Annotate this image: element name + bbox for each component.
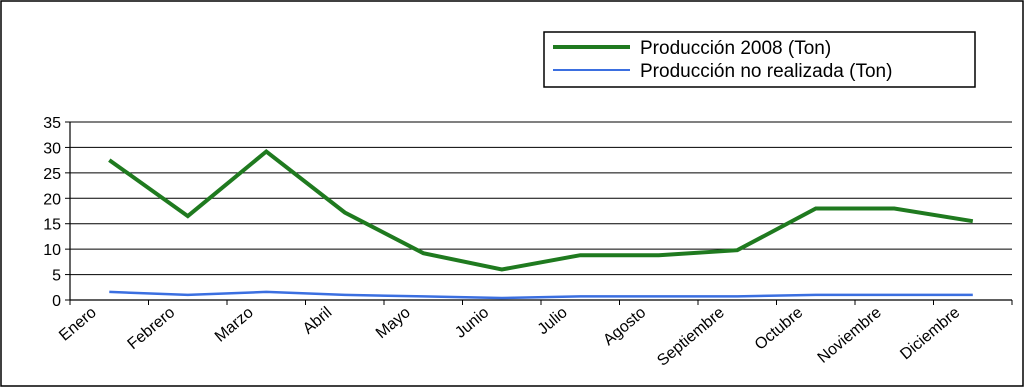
- y-tick-label: 15: [43, 217, 61, 234]
- y-tick-label: 30: [43, 140, 61, 157]
- series-line-produccion-2008: [108, 148, 974, 272]
- series-lines: [108, 148, 974, 300]
- y-tick-label: 20: [43, 191, 61, 208]
- legend-box: [543, 31, 976, 88]
- y-tick-label: 0: [52, 293, 61, 310]
- y-tick-label: 35: [43, 115, 61, 132]
- y-tick-label: 5: [52, 268, 61, 285]
- gridlines: [70, 121, 1012, 276]
- series-line-produccion-no-realizada: [109, 290, 973, 300]
- legend-label-produccion-no-realizada: Producción no realizada (Ton): [640, 61, 892, 82]
- y-tick-labels: 0 5 10 15 20 25 30 35: [43, 115, 61, 310]
- y-tick-label: 10: [43, 242, 61, 259]
- legend: Producción 2008 (Ton) Producción no real…: [543, 31, 976, 88]
- legend-label-produccion-2008: Producción 2008 (Ton): [640, 38, 831, 59]
- y-tick-label: 25: [43, 166, 61, 183]
- axes: [65, 121, 1013, 305]
